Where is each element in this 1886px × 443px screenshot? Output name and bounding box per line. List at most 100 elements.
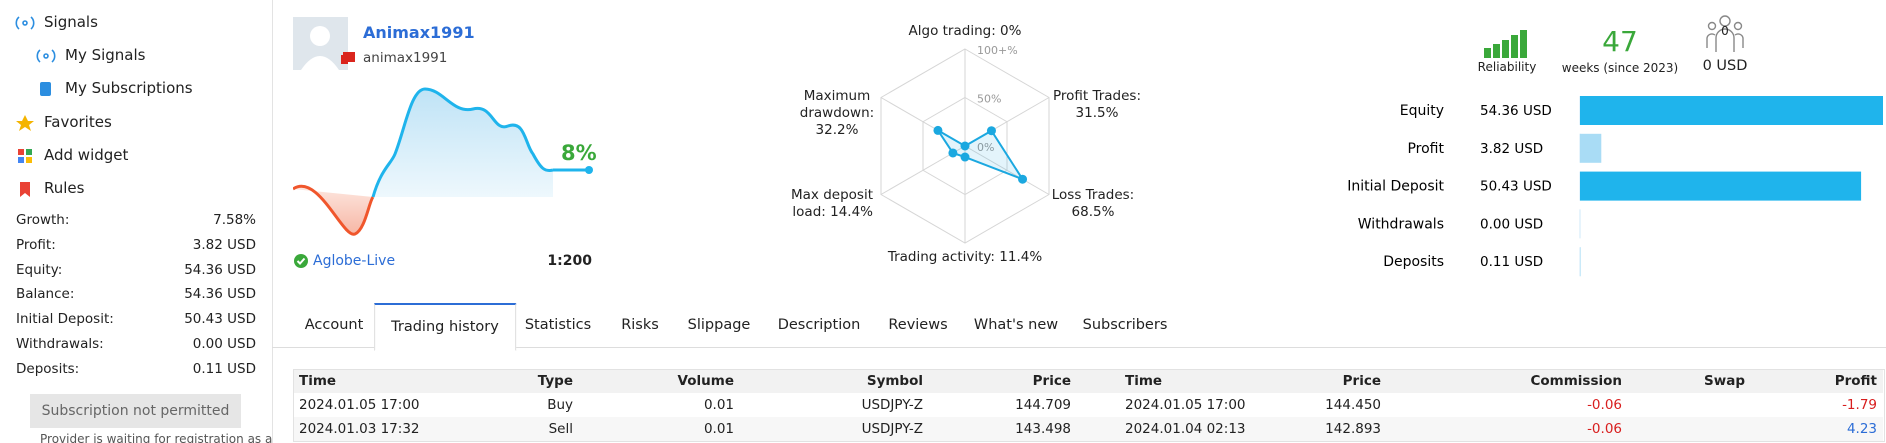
subscribe-button[interactable]: Subscription not permitted [30,394,241,428]
tab[interactable]: Description [777,317,861,333]
table-cell: 144.709 [1015,397,1071,413]
table-cell: 2024.01.05 17:00 [299,397,420,413]
bar-value-label: 50.43 USD [1480,179,1552,195]
reliability-label: Reliability [1477,60,1537,74]
radar-axis-name: Algo trading: [908,23,996,39]
table-cell: Sell [548,421,573,437]
table-header: Price [1032,373,1071,389]
growth-label: 8% [561,141,597,165]
radar-axis-name: Loss Trades: [1051,187,1135,203]
table-header: Swap [1704,373,1745,389]
tab[interactable]: Risks [621,317,659,333]
stat-value: 54.36 USD [184,286,256,303]
tab[interactable]: Subscribers [1082,317,1168,333]
table-header: Price [1342,373,1381,389]
sidebar-icons [15,16,56,197]
weeks-label: weeks (since 2023) [1561,61,1679,75]
stat-label: Balance: [16,286,75,303]
table-cell: -0.06 [1587,397,1622,413]
table-header: Volume [677,373,734,389]
bar [1580,133,1602,163]
tab[interactable]: Reviews [888,317,948,333]
table-header: Commission [1530,373,1622,389]
stat-value: 7.58% [213,212,256,228]
profile-login: animax1991 [363,50,448,66]
flag [343,52,355,62]
table-row-bg [294,417,1883,441]
subscribers-count: 0 [1721,24,1729,38]
radar-point [1018,174,1028,184]
radar-ring-label: 0% [977,141,994,154]
tab[interactable]: What's new [973,317,1059,333]
reliability-icon [1484,30,1527,58]
menu-item[interactable]: Rules [44,179,85,197]
menu-item[interactable]: Favorites [44,113,112,131]
radar-ring-label: 50% [977,93,1001,106]
radar-axis-value: 68.5% [1071,204,1115,220]
table-cell: USDJPY-Z [861,397,923,413]
subscribers-icon [1706,15,1744,52]
radar-axis-name: Profit Trades: [1052,88,1142,104]
table-cell: -0.06 [1587,421,1622,437]
table-header-bg [294,370,1883,393]
tab[interactable]: Statistics [524,317,592,333]
table-cell: 2024.01.05 17:00 [1125,397,1246,413]
bar-category: Withdrawals [1358,216,1444,232]
table-cell: -1.79 [1842,397,1877,413]
stat-value: 3.82 USD [192,236,256,253]
table-cell: 2024.01.03 17:32 [299,421,420,437]
tab[interactable]: Trading history [374,303,516,351]
table-header: Profit [1834,373,1877,389]
table-cell: 4.23 [1846,421,1877,437]
table-header: Symbol [866,373,923,389]
stat-value: 50.43 USD [184,311,256,328]
stat-label: Withdrawals: [16,336,104,352]
menu-item[interactable]: Add widget [44,146,129,164]
menu-item[interactable]: My Subscriptions [65,79,193,97]
bar [1580,247,1581,277]
stat-value: 54.36 USD [184,261,256,278]
table-cell: 2024.01.04 02:13 [1125,421,1246,437]
radar-point [960,152,970,162]
radar-axis-name: Maximum drawdown: [799,88,875,121]
stat-label: Initial Deposit: [16,311,114,328]
table-header: Time [1125,373,1163,389]
broker[interactable]: Aglobe-Live [313,253,396,269]
tab-bar-line [272,347,1886,348]
table-frame [293,369,1885,442]
radar-label: Trading activity: 11.4% [865,249,1065,266]
table-cell: 144.450 [1325,397,1381,413]
table-cell: Buy [547,397,573,413]
bar-category: Initial Deposit [1347,179,1444,195]
menu-item[interactable]: Signals [44,13,98,31]
bar-category: Profit [1407,141,1444,157]
note: Provider is waiting for registration as … [40,432,273,443]
radar-point [948,148,958,158]
radar-point [986,126,996,136]
bar-value-label: 3.82 USD [1480,141,1543,157]
verified-icon [294,254,308,268]
radar-label: Algo trading: 0% [865,23,1065,40]
radar-ring-label: 100+% [977,44,1018,57]
table-cell: 0.01 [703,397,734,413]
stat-value: 0.00 USD [192,336,256,352]
stat-label: Profit: [16,236,56,253]
radar-axis-value: 0% [1000,23,1022,39]
menu-item[interactable]: My Signals [65,46,146,64]
bar [1580,96,1883,125]
subscribers-funds: 0 USD [1702,58,1748,74]
bar-value-label: 0.11 USD [1480,254,1543,270]
stat-label: Growth: [16,212,70,228]
profile-name[interactable]: Animax1991 [363,23,475,42]
table-header: Time [299,373,337,389]
radar-axis-value: 14.4% [830,204,873,220]
radar-label: Loss Trades: 68.5% [1038,187,1148,221]
weeks: 47 [1602,25,1638,58]
table-header: Type [537,373,573,389]
table-cell: USDJPY-Z [861,421,923,437]
tab[interactable]: Account [304,317,364,333]
tab[interactable]: Slippage [687,317,751,333]
radar-label: Max deposit load: 14.4% [783,187,873,221]
bar-value-label: 0.00 USD [1480,216,1543,232]
